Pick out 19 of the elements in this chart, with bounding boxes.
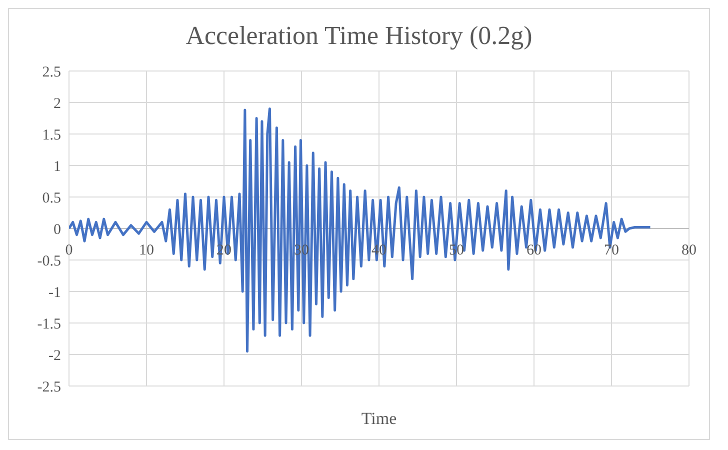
y-tick-label: -1 xyxy=(48,284,61,301)
chart-title: Acceleration Time History (0.2g) xyxy=(184,21,534,52)
y-tick-label: 0 xyxy=(54,222,61,238)
y-tick-label: 0.5 xyxy=(42,190,61,206)
x-axis-title: Time xyxy=(361,409,397,428)
x-tick-label: 80 xyxy=(682,242,696,259)
x-tick-label: 70 xyxy=(604,242,619,259)
y-tick-label: -1.5 xyxy=(37,316,61,332)
x-tick-label: 40 xyxy=(372,242,386,259)
y-tick-label: -2 xyxy=(48,348,61,364)
x-tick-label: 10 xyxy=(139,242,154,259)
y-tick-label: 2 xyxy=(54,96,61,112)
y-tick-label: -2.5 xyxy=(37,379,61,396)
x-tick-label: 60 xyxy=(526,242,542,259)
x-tick-label: 0 xyxy=(65,242,73,259)
y-tick-label: 1 xyxy=(54,158,61,175)
y-tick-label: -0.5 xyxy=(37,253,61,270)
y-tick-label: 2.5 xyxy=(42,64,61,80)
y-tick-label: 1.5 xyxy=(42,127,61,144)
